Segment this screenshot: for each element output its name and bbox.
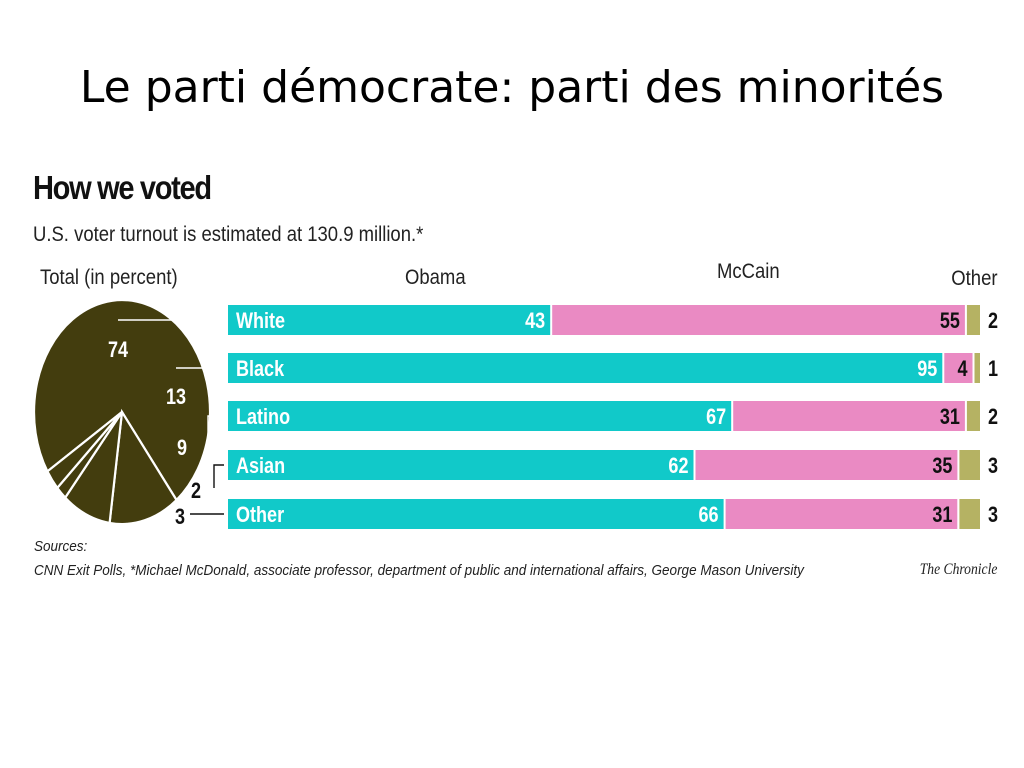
- bar-other-other: [959, 499, 980, 529]
- pie-slice-black: [108, 408, 178, 526]
- bar-white-obama: [228, 305, 551, 335]
- sources-text: CNN Exit Polls, *Michael McDonald, assoc…: [34, 562, 804, 579]
- bar-value-other-mccain: 31: [932, 503, 952, 527]
- bar-value-white-other: 2: [988, 309, 998, 333]
- bar-latino-obama: [228, 401, 732, 431]
- chart-subtitle: U.S. voter turnout is estimated at 130.9…: [33, 223, 424, 246]
- sources-note: Sources: CNN Exit Polls, *Michael McDona…: [34, 535, 804, 583]
- bar-category-black: Black: [236, 357, 285, 381]
- pie-leader-latino: [207, 415, 224, 441]
- chart-title: How we voted: [33, 169, 212, 206]
- column-header-mccain: McCain: [717, 260, 780, 283]
- bar-value-other-other: 3: [988, 503, 998, 527]
- bar-white-other: [966, 305, 980, 335]
- bar-category-other: Other: [236, 503, 284, 527]
- bar-value-white-obama: 43: [525, 309, 545, 333]
- bar-latino-mccain: [733, 401, 965, 431]
- bar-value-black-other: 1: [988, 357, 998, 381]
- bar-asian-obama: [228, 450, 694, 480]
- sources-label: Sources:: [34, 538, 88, 555]
- bar-other-mccain: [725, 499, 958, 529]
- bar-value-latino-mccain: 31: [940, 405, 960, 429]
- bar-white-mccain: [552, 305, 965, 335]
- bar-value-other-obama: 66: [699, 503, 719, 527]
- bar-black-other: [974, 353, 980, 383]
- column-header-obama: Obama: [405, 266, 466, 289]
- pie-heading: Total (in percent): [40, 266, 178, 289]
- bar-value-white-mccain: 55: [940, 309, 960, 333]
- bar-other-obama: [228, 499, 724, 529]
- bar-value-asian-obama: 62: [668, 454, 688, 478]
- bar-latino-other: [966, 401, 980, 431]
- pie-leader-asian: [213, 464, 224, 488]
- pie-slice-other: [46, 411, 123, 490]
- bar-black-obama: [228, 353, 943, 383]
- credit-line: The Chronicle: [919, 561, 997, 578]
- slide-title: Le parti démocrate: parti des minorités: [79, 62, 945, 113]
- bar-asian-mccain: [695, 450, 958, 480]
- bar-asian-other: [959, 450, 980, 480]
- bar-value-black-obama: 95: [917, 357, 937, 381]
- bar-category-latino: Latino: [236, 405, 290, 429]
- pie-value-latino: 9: [177, 436, 187, 460]
- bar-category-white: White: [236, 309, 285, 333]
- bar-value-asian-other: 3: [988, 454, 998, 478]
- bar-value-asian-mccain: 35: [932, 454, 952, 478]
- pie-value-white: 74: [108, 338, 129, 362]
- bar-black-mccain: [944, 353, 973, 383]
- pie-value-other: 3: [175, 505, 185, 529]
- pie-value-asian: 2: [191, 479, 201, 503]
- bar-value-black-mccain: 4: [957, 357, 968, 381]
- pie-value-black: 13: [166, 385, 186, 409]
- bar-value-latino-other: 2: [988, 405, 998, 429]
- column-header-other: Other: [951, 267, 998, 290]
- bar-value-latino-obama: 67: [706, 405, 726, 429]
- bar-category-asian: Asian: [236, 454, 285, 478]
